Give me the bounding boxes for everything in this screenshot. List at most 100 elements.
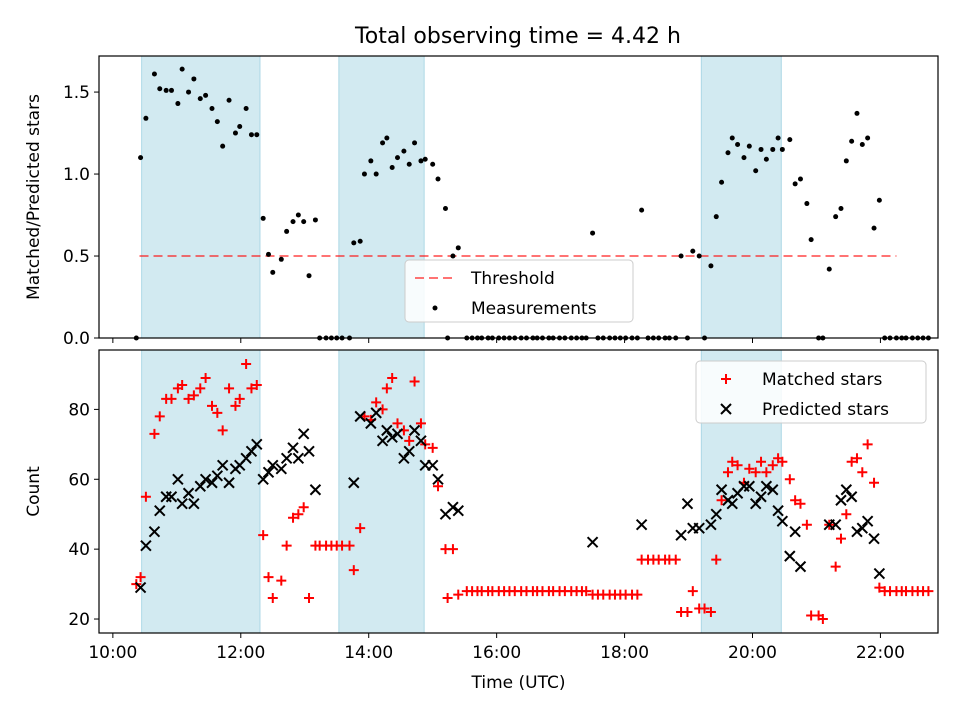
dot-point-44 [384, 135, 390, 141]
legend-plus-swatch [721, 374, 731, 384]
dot-point-20 [248, 132, 254, 138]
plus-point-110 [750, 467, 761, 478]
plus-point-17 [230, 400, 241, 411]
x-point-22 [262, 466, 275, 478]
dot-point-115 [779, 146, 785, 152]
plus-point-12 [200, 372, 211, 383]
dot-point-125 [838, 205, 844, 211]
x-point-3 [154, 505, 166, 517]
plus-point-116 [784, 474, 795, 485]
x-point-1 [140, 539, 152, 552]
x-point-12 [206, 477, 218, 489]
dot-point-97 [678, 253, 684, 259]
observing-window-2 [338, 349, 425, 634]
x-point-51 [675, 529, 687, 541]
y-tick-label-1.0: 1.0 [63, 165, 90, 185]
plus-point-80 [581, 586, 592, 597]
dot-point-131 [871, 225, 877, 231]
plus-point-14 [212, 407, 223, 418]
dot-point-99 [690, 248, 696, 254]
plus-point-126 [841, 509, 852, 520]
plus-point-102 [705, 607, 716, 618]
x-point-30 [309, 484, 322, 496]
dot-point-90 [639, 207, 645, 213]
plus-point-6 [166, 393, 177, 404]
plus-point-28 [293, 509, 304, 520]
plus-point-26 [281, 540, 292, 551]
x-point-26 [287, 442, 299, 454]
plus-point-104 [716, 495, 727, 506]
x-point-78 [856, 522, 869, 534]
x-point-39 [398, 452, 410, 465]
plus-point-53 [433, 481, 444, 492]
plus-point-101 [699, 603, 710, 614]
plus-point-127 [846, 456, 857, 467]
x-point-76 [845, 491, 858, 503]
x-point-8 [182, 487, 195, 499]
dot-point-120 [808, 237, 814, 243]
plus-point-44 [381, 383, 392, 394]
plus-point-19 [241, 358, 252, 369]
dot-point-81 [590, 230, 596, 236]
plus-point-29 [298, 502, 309, 513]
x-tick-label-22:00: 22:00 [856, 643, 905, 663]
x-point-75 [840, 484, 853, 496]
plus-point-50 [415, 418, 426, 429]
dot-point-114 [775, 135, 781, 141]
plus-point-22 [258, 530, 269, 541]
y-tick-label-0.0: 0.0 [63, 329, 90, 349]
plot-frame [98, 55, 939, 339]
y-tick-label-0.5: 0.5 [63, 247, 90, 267]
dot-point-52 [430, 161, 436, 167]
x-point-29 [303, 445, 315, 458]
dot-point-2 [143, 115, 149, 121]
plus-point-130 [862, 439, 873, 450]
plus-point-56 [447, 544, 458, 555]
y-tick-label-80: 80 [68, 400, 90, 420]
dot-point-12 [203, 92, 209, 98]
plus-point-131 [869, 477, 880, 488]
plus-point-111 [756, 456, 767, 467]
plus-point-8 [177, 379, 188, 390]
y-tick-label-20: 20 [68, 610, 90, 630]
x-point-32 [354, 410, 366, 423]
dot-point-8 [179, 66, 185, 72]
plus-point-106 [727, 456, 738, 467]
x-point-66 [767, 484, 779, 496]
x-tick-label-12:00: 12:00 [216, 643, 265, 663]
dot-point-5 [163, 87, 169, 93]
dot-point-45 [389, 164, 395, 170]
x-point-81 [873, 567, 886, 580]
plus-point-45 [387, 372, 398, 383]
plus-point-37 [344, 540, 355, 551]
x-point-18 [240, 452, 252, 465]
dot-point-56 [450, 253, 456, 259]
dot-point-46 [395, 155, 401, 161]
legend-label-1: Threshold [470, 269, 555, 289]
dot-point-47 [401, 148, 407, 154]
x-point-79 [861, 515, 874, 527]
plus-point-124 [830, 561, 841, 572]
dot-point-124 [833, 214, 839, 220]
x-point-38 [391, 428, 404, 440]
x-tick-label-16:00: 16:00 [472, 643, 521, 663]
x-point-56 [710, 508, 722, 520]
plus-point-13 [207, 400, 218, 411]
plus-point-42 [371, 397, 382, 408]
x-tick-label-10:00: 10:00 [88, 643, 137, 663]
dot-point-123 [826, 266, 832, 272]
dot-point-29 [301, 219, 307, 225]
dot-point-14 [214, 119, 220, 125]
dot-point-39 [357, 238, 363, 244]
x-tick-label-18:00: 18:00 [600, 643, 649, 663]
plus-point-25 [276, 575, 287, 586]
plus-point-9 [183, 393, 194, 404]
plus-point-113 [767, 460, 778, 471]
plus-point-115 [777, 456, 788, 467]
x-point-2 [148, 525, 161, 538]
legend-label-2: Predicted stars [762, 400, 889, 420]
x-point-70 [789, 525, 801, 538]
legend-label-1: Matched stars [762, 370, 882, 390]
x-point-67 [772, 505, 784, 517]
dot-point-22 [260, 215, 266, 221]
